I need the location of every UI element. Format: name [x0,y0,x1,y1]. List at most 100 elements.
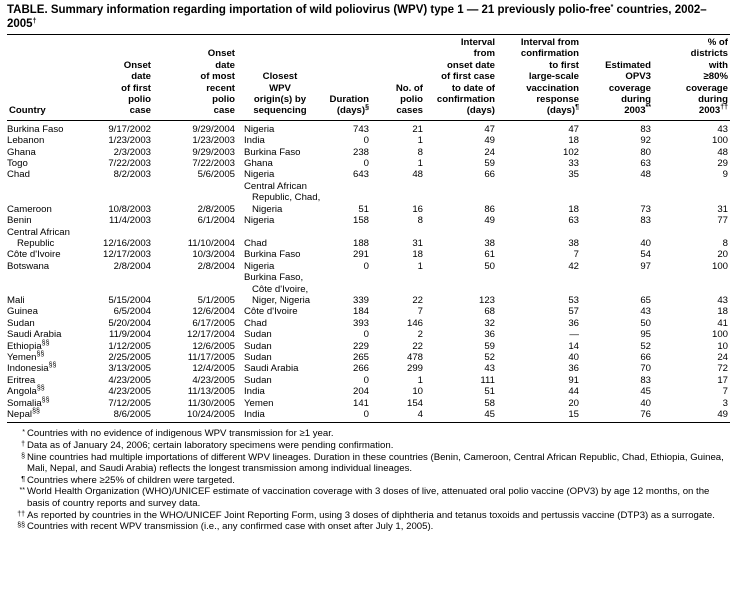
table-cell: 10/24/2005 [153,409,237,423]
cell-text: 52 [484,351,495,363]
cell-text: Nigeria [244,215,275,227]
cell-text: 43 [640,306,651,318]
table-cell: 38 [425,227,497,250]
cell-text: 18 [568,135,579,147]
table-cell: 9/29/2004 [153,120,237,135]
cell-text: Angola [7,386,37,398]
table-cell: 743 [323,120,371,135]
table-cell: Yemen [237,398,323,409]
cell-text: Nigeria [244,169,275,181]
cell-text: 6/5/2004 [113,306,151,318]
country-cell: Eritrea [7,375,95,386]
header-line: polio [212,94,235,106]
table-cell: 11/10/2004 [153,227,237,250]
header-line: with [708,59,728,71]
footnote: † Data as of January 24, 2006; certain la… [7,440,730,452]
table-cell: 92 [581,135,653,146]
table-cell: 86 [425,181,497,215]
cell-text: Cameroon [7,203,52,215]
table-cell: 1 [371,135,425,146]
cell-text: 44 [568,386,579,398]
header-line: % of [707,37,728,48]
table-cell: 7 [371,306,425,317]
cell-text: 1/23/2003 [108,135,151,147]
table-cell: Chad [237,227,323,250]
header-note: ¶ [575,104,579,112]
cell-text: Yemen [244,397,274,409]
table-cell: Sudan [237,352,323,363]
table-cell: 48 [581,169,653,180]
table-cell: 1 [371,375,425,386]
cell-text: 24 [717,351,728,363]
row-note: §§ [41,339,50,347]
cell-text: 5/1/2005 [197,294,235,306]
footnote-mark: § [21,452,25,460]
table-cell: 17 [653,375,730,386]
cell-text: Burkina Faso [244,146,301,158]
cell-text: 9/17/2002 [108,123,151,135]
cell-text: 22 [412,294,423,306]
header-line: polio [128,94,151,106]
header-line: districts [690,48,728,60]
cell-text: 36 [484,329,495,341]
table-cell: 3/13/2005 [95,363,153,374]
table-cell: 0 [323,261,371,272]
cell-text: 86 [484,203,495,215]
header-line: case [129,105,151,117]
table-cell: 11/4/2003 [95,215,153,226]
cell-text: Eritrea [7,374,36,386]
cell-text: 43 [717,294,728,306]
cell-text: 3/13/2005 [108,363,151,375]
footnote-mark: †† [17,510,25,518]
header-line: onset date [447,59,495,71]
table-cell: 40 [497,352,581,363]
table-cell: 146 [371,318,425,329]
table-cell: 12/17/2003 [95,249,153,260]
cell-text: 66 [640,351,651,363]
table-cell: 102 [497,147,581,158]
table-cell: 6/5/2004 [95,306,153,317]
table-cell: 20 [653,249,730,260]
cell-text: 141 [352,397,369,409]
header-line: confirmation [436,94,495,106]
cell-text: 265 [352,351,369,363]
table-row: Yemen§§ 2/25/2005 11/17/2005 Sudan 265 478 52 4… [7,350,730,363]
table-cell: 45 [581,386,653,397]
cell-text: 38 [568,237,579,249]
table-cell: 18 [497,135,581,146]
table-cell: 2/8/2004 [95,261,153,272]
cell-text: Indonesia [7,363,49,375]
cell-text: 643 [352,169,369,181]
footnote-text: Countries with no evidence of indigenous… [27,428,334,440]
header-row: Country Onset date of first polio case Onset da… [7,34,730,121]
cell-text: 10/24/2005 [186,409,235,420]
table-cell: 32 [425,318,497,329]
header-note: ** [645,104,651,112]
cell-text: 7/22/2003 [192,158,235,170]
cell-text: Sudan [7,317,35,329]
cell-text: 4 [417,409,423,420]
cell-text: 12/17/2003 [102,249,151,261]
cell-text: Somalia [7,397,42,409]
header-line: Duration [329,94,369,106]
cell-text: 43 [717,123,728,135]
cell-text: India [244,409,265,420]
table-cell: 35 [497,169,581,180]
table-cell: 4 [371,409,425,423]
cell-text: 2/8/2004 [197,260,235,272]
cell-text: 7/12/2005 [108,397,151,409]
title-note: † [32,18,37,25]
column-header: Onset date of most recent polio case [153,34,237,121]
cell-text: 188 [352,237,369,249]
country-cell: Nepal§§ [7,408,95,423]
cell-text: 41 [717,317,728,329]
table-cell: 33 [497,158,581,169]
table-cell: 36 [497,363,581,374]
cell-text: 154 [406,397,423,409]
header-line: vaccination [526,82,579,94]
cell-text: 0 [363,409,369,420]
cell-text: 21 [412,123,423,135]
table-cell: 111 [425,375,497,386]
row-note: §§ [36,350,45,358]
